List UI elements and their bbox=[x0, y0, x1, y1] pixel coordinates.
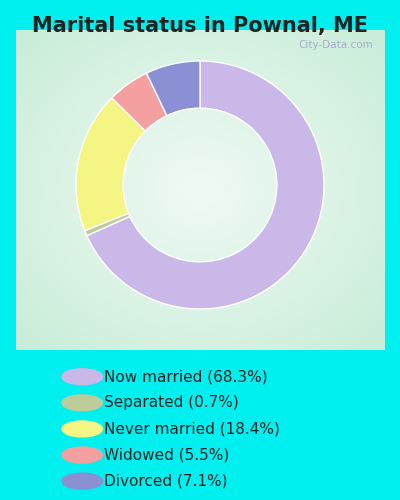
Wedge shape bbox=[112, 73, 167, 131]
Text: Now married (68.3%): Now married (68.3%) bbox=[104, 369, 268, 384]
Wedge shape bbox=[146, 61, 200, 116]
Circle shape bbox=[62, 395, 102, 411]
Text: Never married (18.4%): Never married (18.4%) bbox=[104, 422, 280, 436]
Text: Divorced (7.1%): Divorced (7.1%) bbox=[104, 474, 228, 488]
Text: Widowed (5.5%): Widowed (5.5%) bbox=[104, 448, 230, 462]
Text: Marital status in Pownal, ME: Marital status in Pownal, ME bbox=[32, 16, 368, 36]
Wedge shape bbox=[87, 61, 324, 309]
Circle shape bbox=[62, 447, 102, 463]
Wedge shape bbox=[85, 214, 130, 236]
Circle shape bbox=[62, 421, 102, 437]
Circle shape bbox=[62, 473, 102, 489]
Circle shape bbox=[62, 369, 102, 384]
Text: City-Data.com: City-Data.com bbox=[298, 40, 373, 50]
Wedge shape bbox=[76, 98, 145, 230]
Text: Separated (0.7%): Separated (0.7%) bbox=[104, 396, 239, 410]
